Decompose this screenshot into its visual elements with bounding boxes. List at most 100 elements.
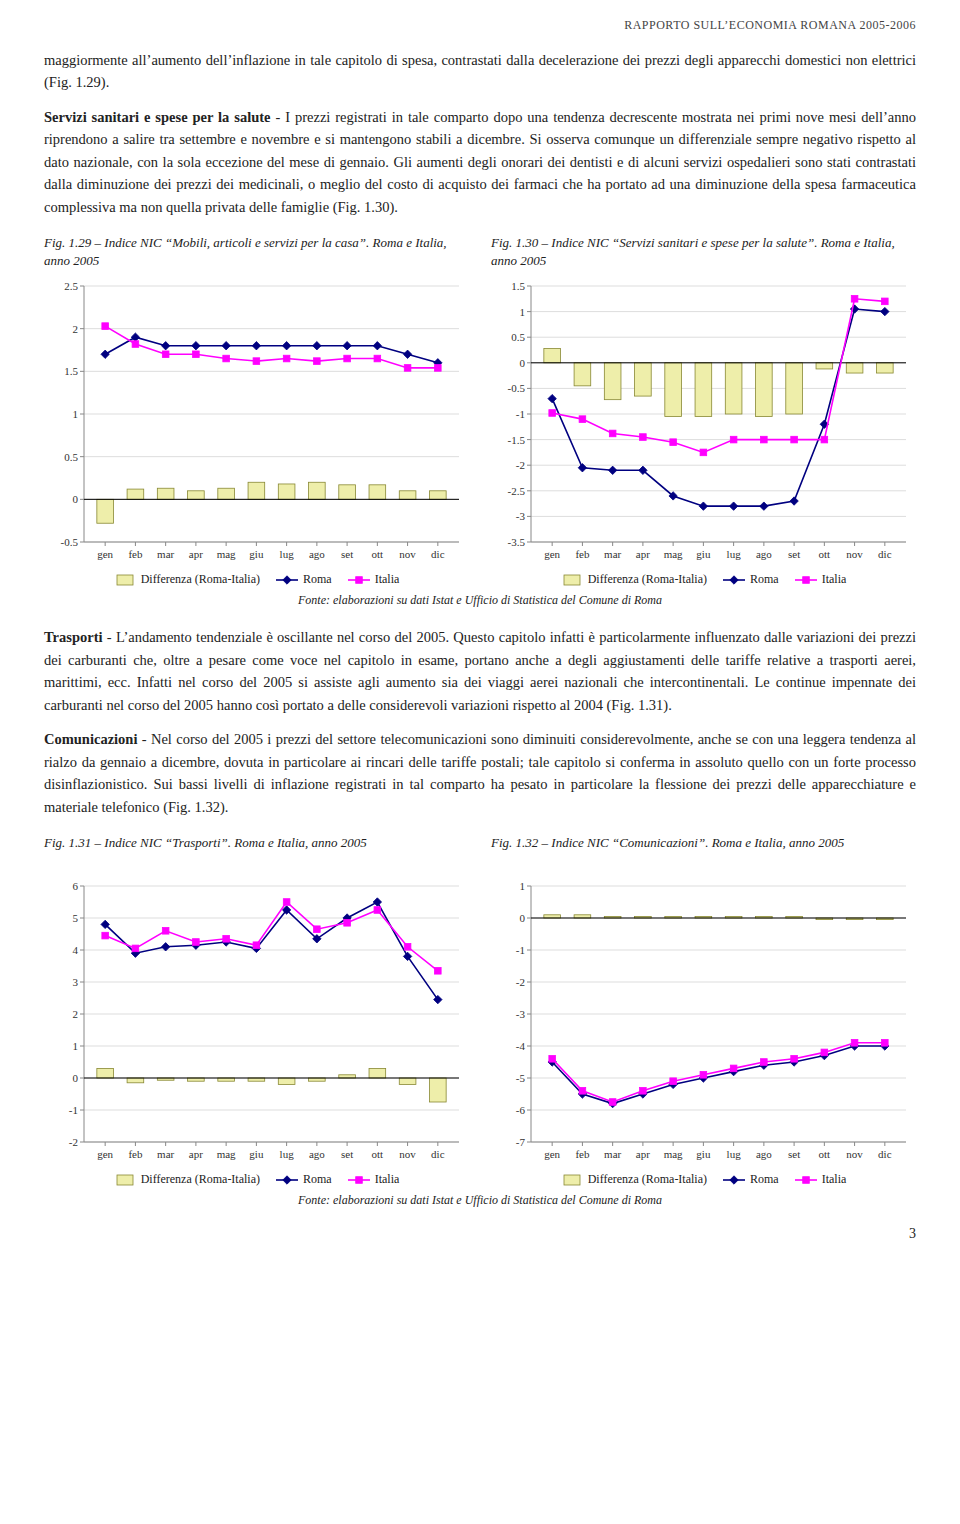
marker [101, 350, 109, 358]
line [552, 309, 885, 506]
x-tick [612, 542, 613, 546]
marker [193, 939, 200, 946]
marker [344, 356, 351, 363]
marker [669, 492, 677, 500]
y-tick [80, 328, 84, 329]
x-tick [642, 542, 643, 546]
marker [790, 497, 798, 505]
x-tick-label: lug [727, 1148, 742, 1160]
legend-swatch [114, 574, 136, 586]
marker [700, 1072, 707, 1079]
legend-item: Italia [348, 1172, 400, 1187]
marker [343, 342, 351, 350]
x-tick-label: lug [280, 1148, 295, 1160]
zero-line [84, 1078, 459, 1079]
x-tick-label: feb [128, 1148, 143, 1160]
x-tick [552, 542, 553, 546]
y-tick-label: -1 [516, 408, 525, 420]
paragraph: maggiormente all’aumento dell’inflazione… [44, 49, 916, 94]
paragraph-text: maggiormente all’aumento dell’inflazione… [44, 52, 916, 90]
x-tick [165, 1142, 166, 1146]
marker [282, 342, 290, 350]
y-tick-label: 0.5 [511, 331, 525, 343]
marker [579, 416, 586, 423]
x-tick-label: ott [372, 548, 384, 560]
x-tick-label: nov [846, 548, 863, 560]
y-tick-label: -3 [516, 511, 526, 523]
legend-item: Italia [795, 1172, 847, 1187]
bar [786, 363, 803, 414]
plot-area [531, 296, 906, 511]
legend-label: Differenza (Roma-Italia) [588, 1172, 707, 1187]
x-tick-label: dic [431, 1148, 445, 1160]
y-axis-line [531, 886, 532, 1142]
y-tick [527, 1142, 531, 1143]
marker [608, 1099, 616, 1107]
legend-item: Differenza (Roma-Italia) [114, 1172, 260, 1187]
bar [127, 489, 144, 499]
marker [434, 995, 442, 1003]
marker [374, 356, 381, 363]
marker [314, 926, 321, 933]
marker [283, 356, 290, 363]
bar [725, 363, 742, 414]
x-tick [316, 1142, 317, 1146]
x-tick-label: apr [636, 1148, 650, 1160]
marker [222, 342, 230, 350]
grid-line [531, 388, 906, 389]
x-tick [673, 1142, 674, 1146]
x-tick [642, 1142, 643, 1146]
x-tick [884, 542, 885, 546]
legend-swatch-bar [564, 1175, 580, 1185]
y-tick [80, 286, 84, 287]
plot-area [531, 915, 906, 1108]
plot-area [84, 323, 459, 523]
x-tick-label: mar [157, 548, 174, 560]
y-tick-label: -7 [516, 1136, 526, 1148]
x-tick-label: mag [217, 1148, 236, 1160]
y-tick-label: -0.5 [508, 383, 526, 395]
grid-line [531, 1014, 906, 1015]
marker [549, 1056, 556, 1063]
figure-row: Fig. 1.29 – Indice NIC “Mobili, articoli… [44, 234, 916, 587]
y-tick [80, 950, 84, 951]
x-tick-label: dic [878, 548, 892, 560]
figure: Fig. 1.32 – Indice NIC “Comunicazioni”. … [491, 834, 916, 1187]
marker [609, 1099, 616, 1106]
marker [404, 365, 411, 372]
marker [791, 437, 798, 444]
bars [97, 1068, 446, 1102]
legend-item: Differenza (Roma-Italia) [561, 1172, 707, 1187]
bars [544, 915, 893, 920]
x-tick-label: ott [819, 548, 831, 560]
x-tick-label: feb [128, 548, 143, 560]
marker [608, 466, 616, 474]
line [105, 902, 438, 1000]
grid-line [84, 456, 459, 457]
x-tick [105, 1142, 106, 1146]
x-tick [437, 1142, 438, 1146]
marker [192, 342, 200, 350]
y-tick [80, 499, 84, 500]
x-tick [733, 542, 734, 546]
x-tick-label: feb [575, 548, 590, 560]
y-tick-label: 0 [73, 494, 79, 506]
grid-line [531, 1142, 906, 1143]
grid-line [84, 886, 459, 887]
legend-label: Italia [822, 572, 847, 587]
x-tick-label: set [341, 548, 353, 560]
chart-title: Fig. 1.29 – Indice NIC “Mobili, articoli… [44, 234, 469, 270]
y-tick-label: -2 [516, 976, 525, 988]
marker [374, 907, 381, 914]
marker [700, 449, 707, 456]
x-tick [437, 542, 438, 546]
marker [223, 936, 230, 943]
x-tick-label: ago [309, 548, 325, 560]
line [552, 1046, 885, 1104]
marker [548, 395, 556, 403]
x-tick [256, 542, 257, 546]
marker [670, 439, 677, 446]
grid-line [84, 542, 459, 543]
y-tick-label: 2 [73, 1008, 79, 1020]
y-tick [527, 1078, 531, 1079]
